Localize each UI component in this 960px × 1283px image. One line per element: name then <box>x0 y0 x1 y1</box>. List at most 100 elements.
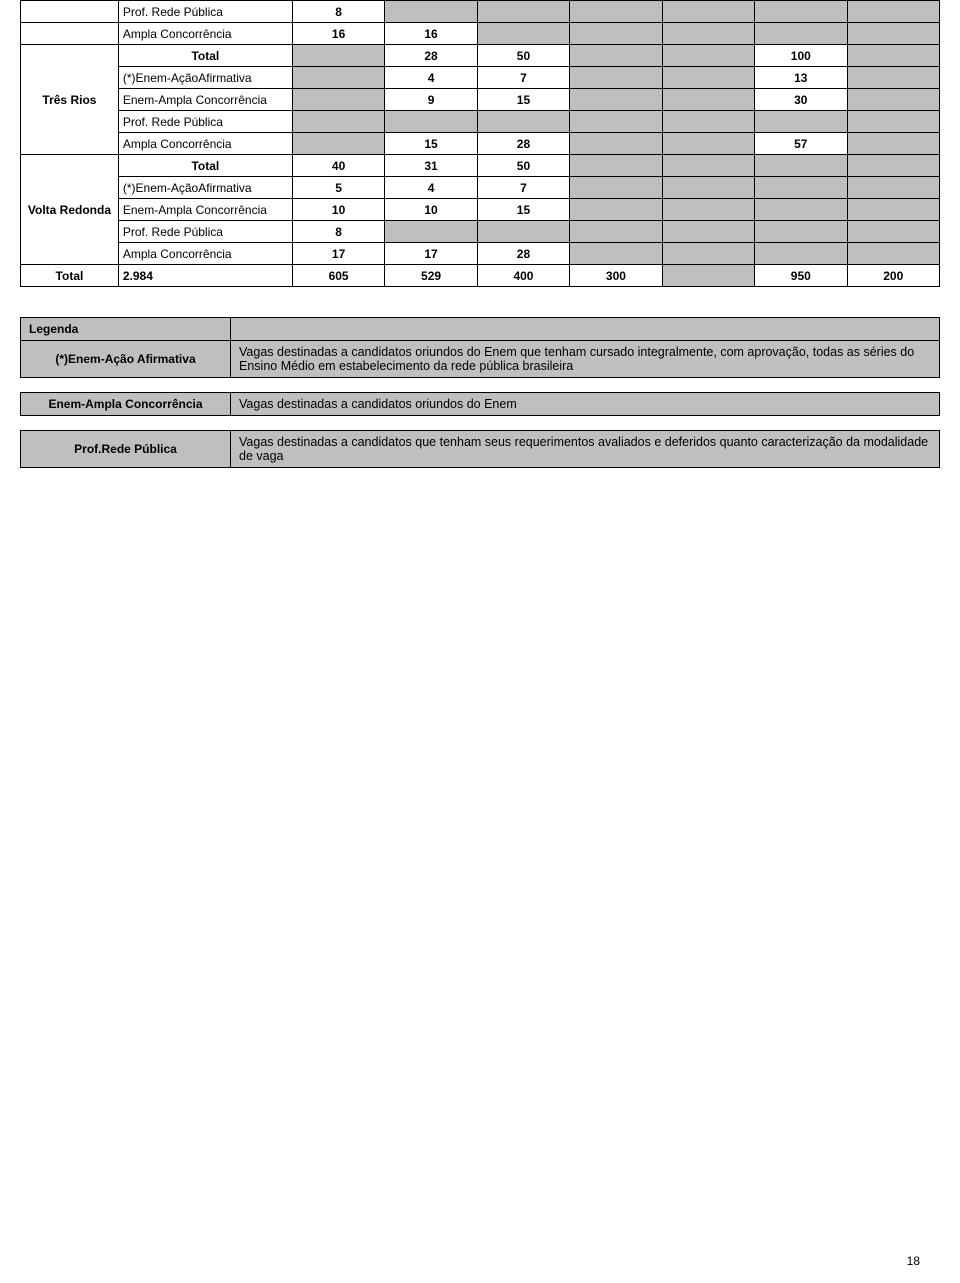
value-cell: 5 <box>292 177 384 199</box>
legend-title: Legenda <box>21 318 231 341</box>
value-cell <box>847 111 940 133</box>
value-cell <box>847 133 940 155</box>
value-cell <box>292 67 384 89</box>
value-cell <box>570 199 662 221</box>
value-cell <box>477 1 569 23</box>
table-row: Ampla Concorrência152857 <box>21 133 940 155</box>
category-cell: Enem-Ampla Concorrência <box>118 199 292 221</box>
legend-key-2: Enem-Ampla Concorrência <box>21 393 231 416</box>
value-cell: 15 <box>477 89 569 111</box>
value-cell: 4 <box>385 177 477 199</box>
value-cell: 400 <box>477 265 569 287</box>
value-cell: 16 <box>292 23 384 45</box>
legend-block: Legenda (*)Enem-Ação Afirmativa Vagas de… <box>20 317 940 468</box>
value-cell <box>847 243 940 265</box>
table-row: Total2.984605529400300950200 <box>21 265 940 287</box>
value-cell <box>755 23 847 45</box>
category-cell: Total <box>118 45 292 67</box>
category-cell: Prof. Rede Pública <box>118 111 292 133</box>
value-cell: 15 <box>385 133 477 155</box>
table-row: Três RiosTotal2850100 <box>21 45 940 67</box>
value-cell: 10 <box>385 199 477 221</box>
value-cell: 300 <box>570 265 662 287</box>
value-cell <box>847 155 940 177</box>
value-cell <box>662 221 754 243</box>
legend-key-1: (*)Enem-Ação Afirmativa <box>21 341 231 378</box>
value-cell <box>477 111 569 133</box>
value-cell <box>385 1 477 23</box>
location-cell <box>21 23 119 45</box>
value-cell <box>570 155 662 177</box>
value-cell <box>847 23 940 45</box>
page-number: 18 <box>907 1254 920 1268</box>
value-cell: 40 <box>292 155 384 177</box>
table-row: Ampla Concorrência1616 <box>21 23 940 45</box>
location-cell: Volta Redonda <box>21 155 119 265</box>
location-cell: Três Rios <box>21 45 119 155</box>
table-row: (*)Enem-AçãoAfirmativa547 <box>21 177 940 199</box>
table-row: Prof. Rede Pública8 <box>21 1 940 23</box>
category-cell: (*)Enem-AçãoAfirmativa <box>118 67 292 89</box>
value-cell <box>662 89 754 111</box>
value-cell: 605 <box>292 265 384 287</box>
value-cell: 8 <box>292 221 384 243</box>
value-cell <box>292 133 384 155</box>
value-cell: 50 <box>477 155 569 177</box>
value-cell <box>570 221 662 243</box>
table-row: Enem-Ampla Concorrência101015 <box>21 199 940 221</box>
value-cell <box>292 89 384 111</box>
legend-desc-3: Vagas destinadas a candidatos que tenham… <box>231 431 940 468</box>
value-cell: 7 <box>477 177 569 199</box>
value-cell <box>755 1 847 23</box>
value-cell <box>662 45 754 67</box>
value-cell <box>847 177 940 199</box>
value-cell <box>662 23 754 45</box>
value-cell <box>570 111 662 133</box>
value-cell: 200 <box>847 265 940 287</box>
table-row: Volta RedondaTotal403150 <box>21 155 940 177</box>
value-cell: 16 <box>385 23 477 45</box>
main-table: Prof. Rede Pública8Ampla Concorrência161… <box>20 0 940 287</box>
value-cell <box>662 133 754 155</box>
value-cell <box>662 177 754 199</box>
value-cell <box>847 89 940 111</box>
value-cell: 7 <box>477 67 569 89</box>
value-cell <box>847 1 940 23</box>
category-cell: Ampla Concorrência <box>118 133 292 155</box>
table-row: Prof. Rede Pública8 <box>21 221 940 243</box>
legend-table-2: Enem-Ampla Concorrência Vagas destinadas… <box>20 392 940 416</box>
value-cell: 50 <box>477 45 569 67</box>
legend-desc-1: Vagas destinadas a candidatos oriundos d… <box>231 341 940 378</box>
value-cell <box>662 155 754 177</box>
value-cell <box>755 111 847 133</box>
value-cell <box>847 221 940 243</box>
value-cell <box>385 221 477 243</box>
category-cell: Prof. Rede Pública <box>118 1 292 23</box>
table-row: (*)Enem-AçãoAfirmativa4713 <box>21 67 940 89</box>
value-cell: 28 <box>477 243 569 265</box>
location-cell <box>21 1 119 23</box>
legend-table-1: Legenda (*)Enem-Ação Afirmativa Vagas de… <box>20 317 940 378</box>
value-cell: 950 <box>755 265 847 287</box>
legend-key-3: Prof.Rede Pública <box>21 431 231 468</box>
legend-empty-cell <box>231 318 940 341</box>
value-cell <box>570 45 662 67</box>
value-cell <box>292 111 384 133</box>
value-cell <box>662 111 754 133</box>
value-cell <box>570 89 662 111</box>
value-cell <box>847 45 940 67</box>
value-cell <box>755 243 847 265</box>
value-cell: 15 <box>477 199 569 221</box>
value-cell: 8 <box>292 1 384 23</box>
value-cell: 17 <box>292 243 384 265</box>
value-cell <box>477 221 569 243</box>
value-cell: 529 <box>385 265 477 287</box>
value-cell: 30 <box>755 89 847 111</box>
value-cell <box>662 243 754 265</box>
category-cell: (*)Enem-AçãoAfirmativa <box>118 177 292 199</box>
category-cell: Prof. Rede Pública <box>118 221 292 243</box>
value-cell <box>570 23 662 45</box>
category-cell: Ampla Concorrência <box>118 23 292 45</box>
value-cell <box>385 111 477 133</box>
value-cell <box>292 45 384 67</box>
